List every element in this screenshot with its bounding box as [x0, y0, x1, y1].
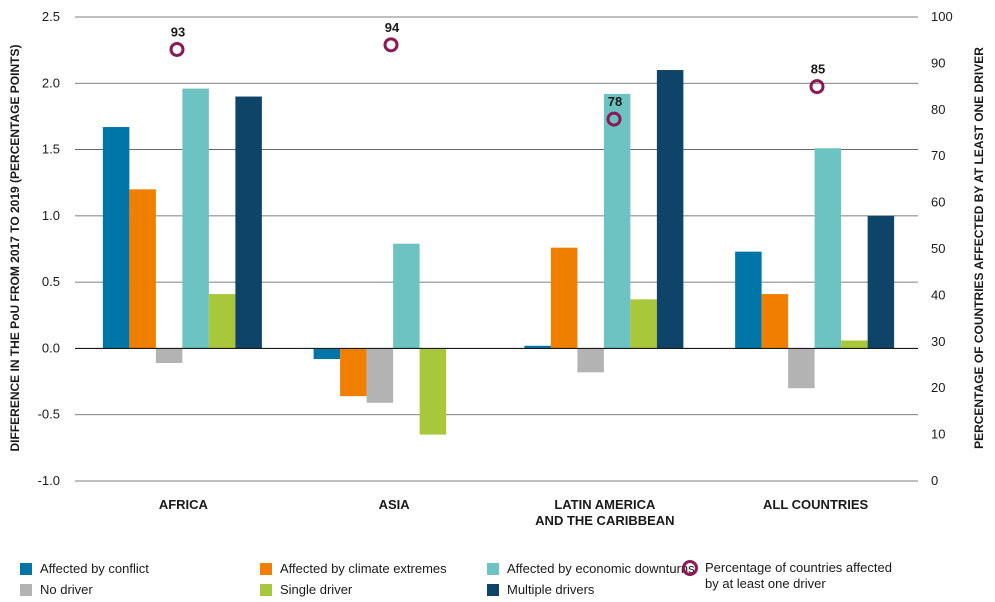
percentage-label: 94: [385, 20, 400, 35]
y2-tick-label: 30: [931, 334, 945, 349]
y2-tick-label: 10: [931, 427, 945, 442]
bar-affected-by-conflict: [524, 345, 551, 349]
legend-label: Affected by economic downturns: [507, 561, 695, 576]
y-tick-label: 2.5: [42, 9, 60, 24]
percentage-markers: 93 94 78 85: [169, 20, 825, 127]
bar-affected-by-climate-extremes: [761, 294, 789, 349]
legend-item-economic: Affected by economic downturns: [487, 561, 695, 577]
y-tick-label: 2.0: [42, 75, 60, 90]
percentage-marker: [809, 79, 825, 95]
bar-no-driver: [366, 348, 394, 403]
bar-single-driver: [419, 348, 447, 435]
bar-single-driver: [630, 299, 657, 349]
bar-affected-by-climate-extremes: [340, 348, 367, 397]
bar-single-driver: [841, 340, 868, 349]
category-label: ASIA: [379, 497, 411, 512]
legend-item-no-driver: No driver: [20, 582, 93, 598]
y-tick-label: 1.0: [42, 208, 60, 223]
bars: [102, 70, 895, 435]
y2-tick-label: 60: [931, 195, 945, 210]
bar-no-driver: [788, 348, 815, 389]
percentage-marker: [606, 111, 622, 127]
legend-label: by at least one driver: [705, 576, 826, 591]
legend-label: Single driver: [280, 582, 353, 597]
bar-affected-by-climate-extremes: [129, 189, 156, 349]
legend-item-percentage: Percentage of countries affected by at l…: [682, 560, 892, 592]
legend-item-single: Single driver: [260, 582, 352, 598]
bar-affected-by-economic-downturns: [603, 93, 631, 349]
y2-tick-label: 50: [931, 241, 945, 256]
bar-affected-by-economic-downturns: [814, 148, 842, 349]
legend-item-conflict: Affected by conflict: [20, 561, 149, 577]
y2-tick-label: 100: [931, 9, 953, 24]
legend-swatch-no-driver: [20, 584, 32, 596]
y2-tick-label: 90: [931, 55, 945, 70]
legend-label: Percentage of countries affected: [705, 560, 892, 575]
legend-ring-text: Percentage of countries affected by at l…: [705, 560, 892, 592]
bar-affected-by-conflict: [735, 251, 762, 349]
legend-swatch-multiple: [487, 584, 499, 596]
legend-swatch-single: [260, 584, 272, 596]
category-label: AFRICA: [159, 497, 209, 512]
y2-tick-label: 0: [931, 473, 938, 488]
legend-label: Affected by climate extremes: [280, 561, 447, 576]
bar-affected-by-conflict: [313, 348, 341, 360]
legend-label: Multiple drivers: [507, 582, 595, 597]
percentage-label: 93: [171, 24, 185, 39]
y2-tick-label: 70: [931, 148, 945, 163]
y2-tick-label: 20: [931, 380, 945, 395]
right-axis-label: PERCENTAGE OF COUNTRIES AFFECTED BY AT L…: [972, 47, 986, 449]
legend-ring-marker: [682, 560, 698, 576]
bar-affected-by-economic-downturns: [182, 88, 209, 349]
chart: 2.52.01.51.00.50.0-0.5-1.0 1009080706050…: [8, 9, 986, 528]
y-tick-label: -0.5: [38, 407, 60, 422]
y-tick-label: 0.5: [42, 274, 60, 289]
category-label: LATIN AMERICA: [554, 497, 656, 512]
legend-swatch-conflict: [20, 563, 32, 575]
bar-multiple-drivers: [656, 70, 684, 349]
bar-affected-by-conflict: [102, 127, 130, 349]
left-axis-label: DIFFERENCE IN THE PoU FROM 2017 TO 2019 …: [8, 45, 22, 452]
bar-no-driver: [577, 348, 604, 373]
legend-swatch-economic: [487, 563, 499, 575]
legend-item-multiple: Multiple drivers: [487, 582, 594, 598]
y-tick-label: -1.0: [38, 473, 60, 488]
left-axis-ticks: 2.5 2.0 1.5 1.0 0.5 0.0 -0.5 -1.0: [38, 9, 60, 488]
grid-lines: [75, 16, 918, 482]
bar-multiple-drivers: [867, 215, 895, 349]
bar-no-driver: [155, 348, 183, 364]
legend: Affected by conflict Affected by climate…: [20, 558, 980, 602]
bar-affected-by-economic-downturns: [393, 243, 420, 349]
percentage-marker: [383, 37, 399, 53]
y-tick-label: 1.5: [42, 142, 60, 157]
percentage-marker: [169, 41, 185, 57]
y2-tick-label: 40: [931, 287, 945, 302]
percentage-label: 78: [608, 94, 622, 109]
category-label: ALL COUNTRIES: [763, 497, 869, 512]
percentage-label: 85: [811, 62, 825, 77]
legend-item-climate: Affected by climate extremes: [260, 561, 447, 577]
y2-tick-label: 80: [931, 102, 945, 117]
bar-multiple-drivers: [235, 96, 262, 349]
legend-label: Affected by conflict: [40, 561, 149, 576]
legend-swatch-climate: [260, 563, 272, 575]
bar-affected-by-climate-extremes: [550, 247, 578, 349]
y-tick-label: 0.0: [42, 340, 60, 355]
category-label: AND THE CARIBBEAN: [535, 513, 674, 528]
legend-label: No driver: [40, 582, 93, 597]
bar-single-driver: [208, 294, 236, 349]
